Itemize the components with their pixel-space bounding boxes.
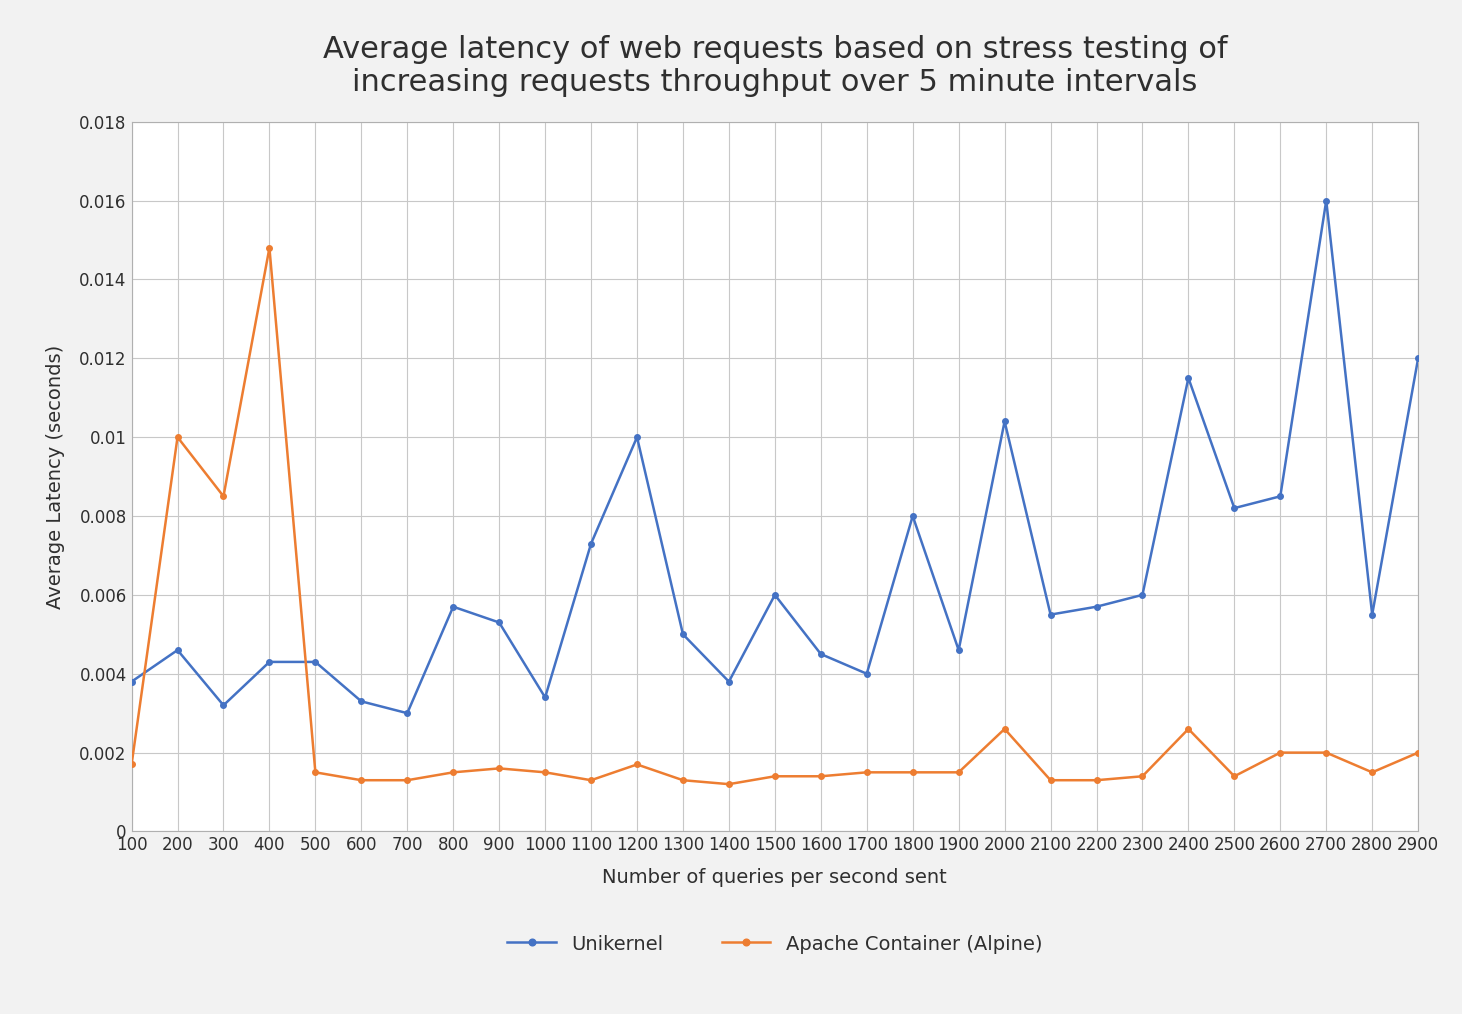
Title: Average latency of web requests based on stress testing of
increasing requests t: Average latency of web requests based on… [323, 34, 1227, 97]
Apache Container (Alpine) [1042, 774, 1060, 786]
Unikernel [858, 667, 876, 679]
Unikernel [950, 644, 968, 656]
Unikernel [1088, 600, 1105, 612]
Unikernel [260, 656, 278, 668]
X-axis label: Number of queries per second sent: Number of queries per second sent [602, 868, 947, 887]
Unikernel [1409, 352, 1427, 364]
Unikernel [215, 700, 232, 712]
Unikernel [123, 675, 140, 687]
Apache Container (Alpine) [123, 758, 140, 771]
Apache Container (Alpine) [629, 758, 646, 771]
Apache Container (Alpine) [352, 774, 370, 786]
Apache Container (Alpine) [399, 774, 417, 786]
Unikernel [1225, 502, 1243, 514]
Unikernel [168, 644, 186, 656]
Unikernel [1364, 608, 1382, 621]
Apache Container (Alpine) [996, 723, 1013, 735]
Apache Container (Alpine) [766, 771, 784, 783]
Apache Container (Alpine) [1133, 771, 1151, 783]
Apache Container (Alpine) [260, 241, 278, 254]
Line: Unikernel: Unikernel [129, 198, 1421, 716]
Apache Container (Alpine) [721, 778, 738, 790]
Unikernel [307, 656, 325, 668]
Apache Container (Alpine) [858, 767, 876, 779]
Unikernel [721, 675, 738, 687]
Unikernel [766, 589, 784, 601]
Apache Container (Alpine) [1180, 723, 1197, 735]
Apache Container (Alpine) [1272, 746, 1289, 758]
Apache Container (Alpine) [1225, 771, 1243, 783]
Unikernel [444, 600, 462, 612]
Unikernel [1317, 195, 1335, 207]
Unikernel [1042, 608, 1060, 621]
Apache Container (Alpine) [537, 767, 554, 779]
Unikernel [629, 431, 646, 443]
Apache Container (Alpine) [307, 767, 325, 779]
Apache Container (Alpine) [1364, 767, 1382, 779]
Legend: Unikernel, Apache Container (Alpine): Unikernel, Apache Container (Alpine) [500, 927, 1050, 961]
Apache Container (Alpine) [444, 767, 462, 779]
Unikernel [904, 510, 921, 522]
Apache Container (Alpine) [904, 767, 921, 779]
Unikernel [674, 629, 692, 641]
Unikernel [996, 416, 1013, 428]
Unikernel [1180, 372, 1197, 384]
Unikernel [1272, 490, 1289, 502]
Apache Container (Alpine) [1317, 746, 1335, 758]
Unikernel [537, 692, 554, 704]
Apache Container (Alpine) [1409, 746, 1427, 758]
Apache Container (Alpine) [950, 767, 968, 779]
Apache Container (Alpine) [490, 763, 507, 775]
Unikernel [582, 537, 599, 550]
Unikernel [1133, 589, 1151, 601]
Unikernel [490, 617, 507, 629]
Unikernel [352, 696, 370, 708]
Apache Container (Alpine) [168, 431, 186, 443]
Apache Container (Alpine) [582, 774, 599, 786]
Y-axis label: Average Latency (seconds): Average Latency (seconds) [47, 345, 66, 608]
Apache Container (Alpine) [811, 771, 829, 783]
Line: Apache Container (Alpine): Apache Container (Alpine) [129, 245, 1421, 787]
Apache Container (Alpine) [674, 774, 692, 786]
Apache Container (Alpine) [215, 490, 232, 502]
Unikernel [399, 707, 417, 719]
Apache Container (Alpine) [1088, 774, 1105, 786]
Unikernel [811, 648, 829, 660]
